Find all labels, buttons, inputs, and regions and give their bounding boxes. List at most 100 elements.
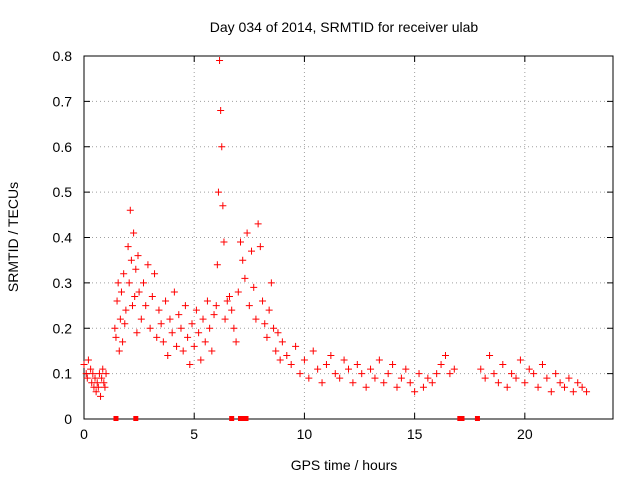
data-point	[190, 342, 198, 350]
data-point	[441, 351, 449, 359]
data-point	[287, 361, 295, 369]
zero-marker	[243, 416, 249, 421]
data-point	[362, 383, 370, 391]
data-point	[538, 361, 546, 369]
y-tick-label: 0	[64, 411, 72, 427]
data-point	[111, 324, 119, 332]
data-point	[340, 356, 348, 364]
data-point	[309, 347, 317, 355]
data-point	[122, 306, 130, 314]
data-point	[419, 383, 427, 391]
data-point	[113, 297, 121, 305]
data-point	[199, 315, 207, 323]
data-point	[217, 106, 225, 114]
data-point	[415, 370, 423, 378]
data-point	[248, 247, 256, 255]
data-point	[265, 306, 273, 314]
zero-marker	[113, 416, 119, 421]
data-point	[181, 302, 189, 310]
data-point	[411, 388, 419, 396]
data-point	[239, 256, 247, 264]
data-point	[184, 333, 192, 341]
y-tick-label: 0.1	[53, 366, 73, 382]
y-tick-label: 0.5	[53, 184, 73, 200]
data-point	[93, 379, 101, 387]
data-point	[120, 270, 128, 278]
data-point	[241, 274, 249, 282]
data-point	[119, 338, 127, 346]
data-point	[151, 270, 159, 278]
data-point	[331, 370, 339, 378]
grid-lines	[84, 56, 613, 419]
data-point	[144, 261, 152, 269]
data-point	[254, 220, 262, 228]
data-point	[543, 374, 551, 382]
data-point	[89, 370, 97, 378]
x-tick-label: 20	[517, 426, 533, 442]
data-point	[375, 356, 383, 364]
data-point	[243, 229, 251, 237]
data-point	[561, 383, 569, 391]
data-point	[318, 379, 326, 387]
data-point	[477, 365, 485, 373]
data-point	[125, 279, 133, 287]
zero-marker	[133, 416, 139, 421]
data-point	[221, 315, 229, 323]
data-point	[134, 252, 142, 260]
data-point	[128, 302, 136, 310]
data-point	[389, 361, 397, 369]
data-point	[82, 370, 90, 378]
data-point	[216, 57, 224, 65]
data-point	[115, 347, 123, 355]
y-tick-label: 0.7	[53, 93, 73, 109]
data-point	[494, 379, 502, 387]
data-point	[117, 288, 125, 296]
data-point	[353, 361, 361, 369]
data-point	[380, 379, 388, 387]
data-point	[84, 356, 92, 364]
zero-value-markers	[113, 416, 480, 421]
y-tick-label: 0.2	[53, 320, 73, 336]
data-point	[236, 238, 244, 246]
data-point	[503, 383, 511, 391]
data-point	[197, 356, 205, 364]
data-point	[112, 333, 120, 341]
data-point	[300, 356, 308, 364]
data-point	[547, 388, 555, 396]
y-tick-label: 0.3	[53, 275, 73, 291]
data-point	[155, 306, 163, 314]
data-point	[148, 292, 156, 300]
data-point	[175, 311, 183, 319]
data-point	[296, 370, 304, 378]
data-point	[177, 324, 185, 332]
data-point	[252, 315, 260, 323]
data-point	[499, 361, 507, 369]
data-point	[83, 374, 91, 382]
data-point	[192, 306, 200, 314]
data-point	[578, 383, 586, 391]
data-point	[188, 320, 196, 328]
data-point	[101, 383, 109, 391]
data-point	[292, 342, 300, 350]
data-point	[481, 374, 489, 382]
data-point	[102, 370, 110, 378]
data-point	[508, 370, 516, 378]
data-point	[274, 329, 282, 337]
data-point	[95, 370, 103, 378]
data-point	[393, 383, 401, 391]
data-point	[384, 370, 392, 378]
data-point	[220, 238, 228, 246]
data-point	[406, 379, 414, 387]
data-point	[140, 279, 148, 287]
x-tick-label: 15	[407, 426, 423, 442]
y-tick-label: 0.4	[53, 230, 73, 246]
data-point	[534, 383, 542, 391]
data-point	[428, 379, 436, 387]
data-point	[168, 329, 176, 337]
zero-marker	[459, 416, 465, 421]
data-point	[278, 338, 286, 346]
data-point	[402, 365, 410, 373]
data-point	[137, 315, 145, 323]
data-point	[245, 302, 253, 310]
data-point	[327, 351, 335, 359]
